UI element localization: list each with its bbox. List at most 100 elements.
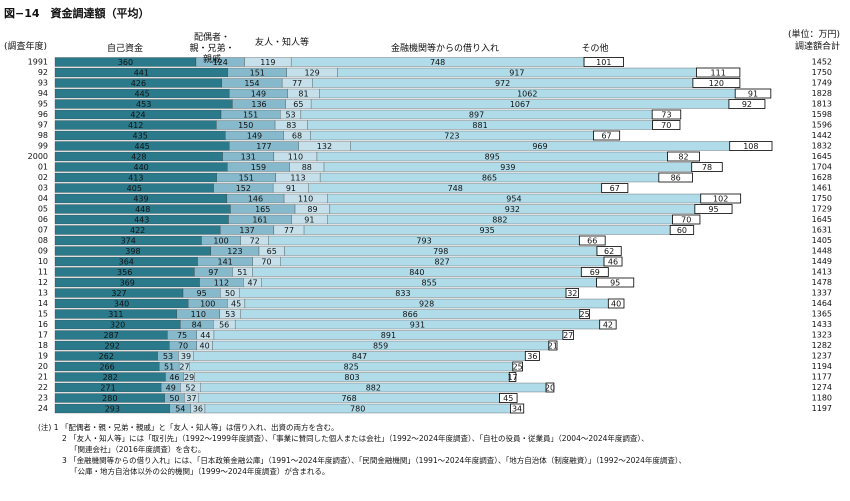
total-label: 1180	[812, 394, 832, 403]
value-label: 89	[307, 205, 317, 214]
total-label: 1323	[812, 331, 832, 340]
bar-segment	[499, 393, 518, 403]
value-label: 110	[288, 153, 303, 162]
value-label: 917	[509, 69, 524, 78]
value-label: 69	[590, 268, 600, 277]
value-label: 159	[251, 163, 266, 172]
unit-label: (単位：万円)	[787, 30, 840, 40]
value-label: 53	[163, 352, 173, 361]
category-label: 15	[38, 310, 48, 319]
total-label: 1449	[812, 257, 832, 266]
total-label: 1598	[812, 110, 832, 119]
value-label: 108	[743, 142, 758, 151]
value-label: 86	[671, 174, 681, 183]
total-label: 1413	[812, 268, 832, 277]
legend-label: 自己資金	[106, 44, 143, 54]
value-label: 364	[119, 258, 134, 267]
value-label: 441	[134, 69, 149, 78]
value-label: 77	[292, 79, 302, 88]
category-label: 04	[38, 194, 48, 203]
value-label: 111	[711, 69, 726, 78]
bar-segment	[669, 225, 695, 235]
total-label: 1828	[812, 89, 832, 98]
value-label: 66	[587, 237, 597, 246]
value-label: 50	[225, 289, 235, 298]
total-label: 1433	[812, 320, 832, 329]
value-label: 45	[231, 300, 241, 309]
category-label: 07	[38, 226, 48, 235]
value-label: 83	[286, 121, 296, 130]
note-line: 3 「金融機関等からの借り入れ」には、「日本政策金融公庫」（1991〜2024年…	[62, 456, 687, 465]
value-label: 82	[678, 153, 688, 162]
category-label: 93	[38, 79, 48, 88]
value-label: 112	[214, 279, 229, 288]
value-label: 136	[251, 100, 266, 109]
category-label: 23	[38, 394, 48, 403]
category-label: 14	[38, 299, 48, 308]
value-label: 67	[610, 184, 620, 193]
category-label: 18	[38, 341, 48, 350]
total-label: 1452	[812, 58, 832, 67]
total-label: 1832	[812, 142, 832, 151]
value-label: 798	[433, 247, 448, 256]
value-label: 84	[192, 321, 202, 330]
category-label: 1991	[28, 58, 48, 67]
value-label: 51	[164, 363, 174, 372]
value-label: 132	[317, 142, 332, 151]
value-label: 426	[131, 79, 146, 88]
value-label: 65	[293, 100, 303, 109]
value-label: 445	[134, 142, 149, 151]
value-label: 70	[261, 258, 271, 267]
value-label: 152	[236, 184, 251, 193]
value-label: 840	[409, 268, 424, 277]
bar-segment	[728, 99, 766, 109]
total-label: 1194	[812, 362, 832, 371]
category-label: 95	[38, 100, 48, 109]
value-label: 39	[181, 352, 191, 361]
value-label: 161	[252, 216, 267, 225]
value-label: 424	[130, 111, 145, 120]
bar-segment	[651, 109, 682, 120]
value-label: 374	[121, 237, 136, 246]
total-label: 1337	[812, 289, 832, 298]
total-label: 1628	[812, 173, 832, 182]
value-label: 271	[100, 384, 115, 393]
value-label: 803	[344, 373, 359, 382]
value-label: 72	[250, 237, 260, 246]
category-label: 11	[38, 268, 48, 277]
value-label: 70	[178, 342, 188, 351]
value-label: 881	[472, 121, 487, 130]
value-label: 123	[227, 247, 242, 256]
note-line: 「関連会社」（2016年度調査）を含む。	[70, 445, 206, 454]
bar-segment	[548, 340, 558, 351]
value-label: 748	[430, 58, 445, 67]
category-label: 05	[38, 205, 48, 214]
value-label: 21	[548, 342, 558, 351]
value-label: 311	[108, 310, 123, 319]
bar-segment	[512, 361, 523, 372]
value-label: 25	[513, 363, 523, 372]
value-label: 266	[99, 363, 114, 372]
value-label: 49	[166, 384, 176, 393]
value-label: 70	[681, 216, 691, 225]
value-label: 149	[251, 90, 266, 99]
value-label: 110	[298, 195, 313, 204]
value-label: 412	[128, 121, 143, 130]
bar-segment	[729, 141, 773, 151]
value-label: 287	[104, 331, 119, 340]
value-label: 723	[444, 132, 459, 141]
legend-label: 友人・知人等	[254, 38, 309, 48]
category-label: 17	[38, 331, 48, 340]
category-label: 12	[38, 278, 48, 287]
category-label: 92	[38, 68, 48, 77]
value-label: 17	[507, 373, 517, 382]
total-label: 1197	[812, 404, 832, 413]
value-label: 398	[125, 247, 140, 256]
value-label: 46	[169, 373, 179, 382]
category-label: 22	[38, 383, 48, 392]
bar-segment	[672, 214, 701, 225]
value-label: 439	[133, 195, 148, 204]
value-label: 131	[241, 153, 256, 162]
value-label: 54	[175, 405, 185, 414]
value-label: 40	[611, 300, 621, 309]
